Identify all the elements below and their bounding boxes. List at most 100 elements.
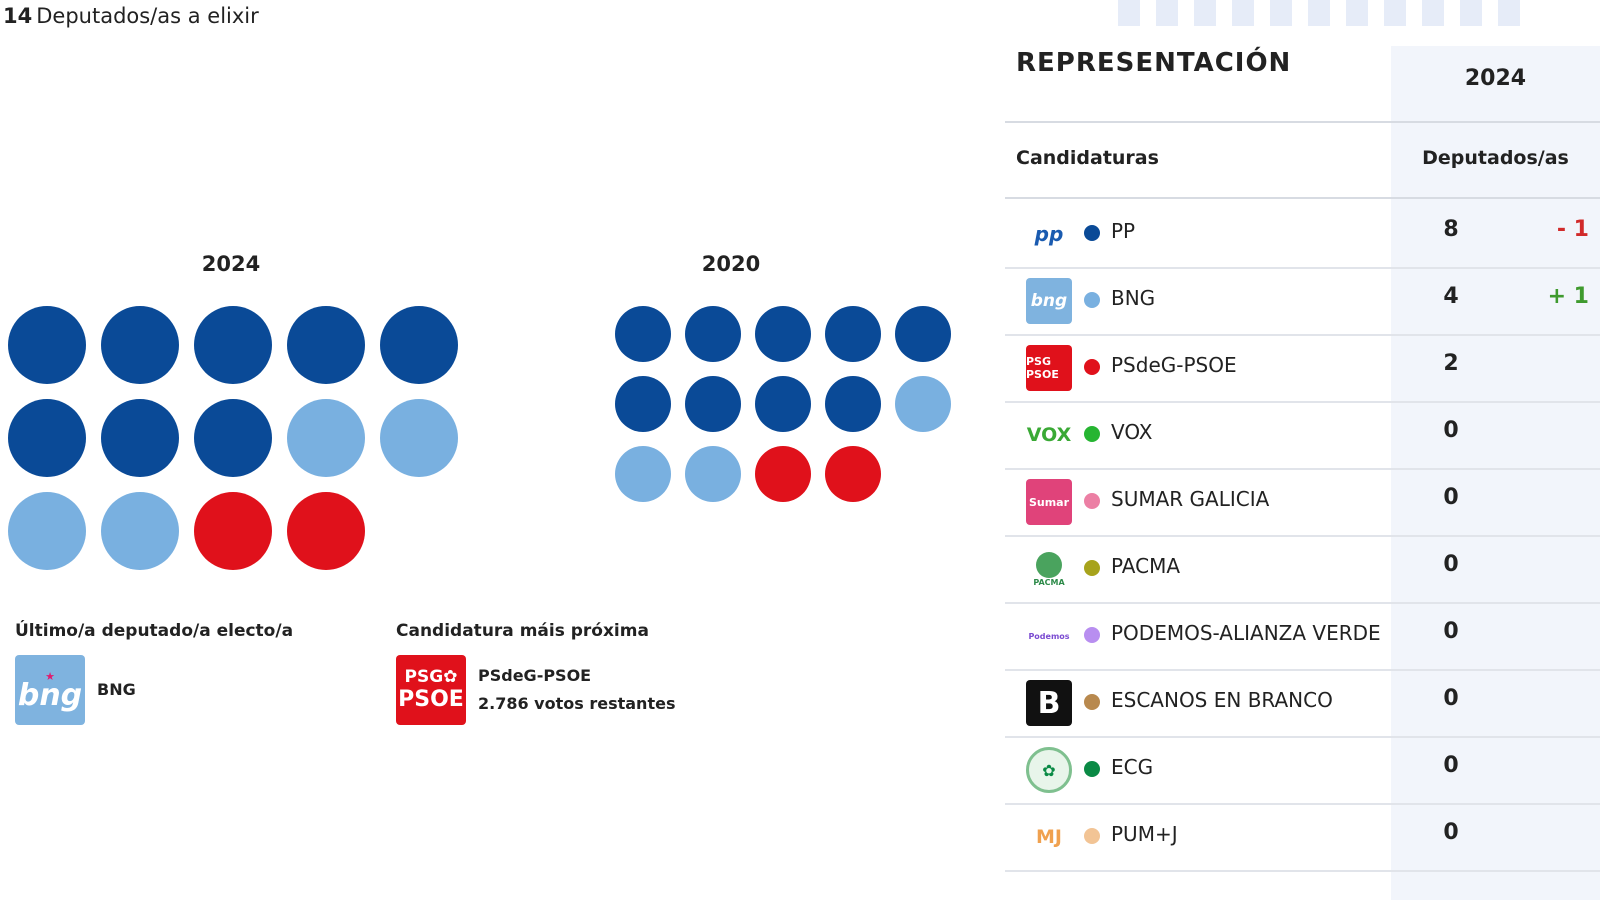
- 2020-seat-bng: [895, 376, 951, 432]
- 2024-seat-pp: [101, 399, 179, 477]
- pacma-logo-icon: PACMA: [1026, 546, 1072, 592]
- party-name: ECG: [1111, 755, 1154, 779]
- party-row: MJ PUM+J 0: [1005, 802, 1600, 872]
- 2020-seat-bng: [615, 446, 671, 502]
- last-elected-title: Último/a deputado/a electo/a: [15, 621, 294, 641]
- 2020-seat-pp: [685, 306, 741, 362]
- closest-candidate-block: Candidatura máis próxima PSG✿ PSOE PSdeG…: [396, 621, 675, 725]
- party-color-dot: [1084, 828, 1100, 844]
- 2024-seat-bng: [8, 492, 86, 570]
- party-color-dot: [1084, 225, 1100, 241]
- party-row: PSG PSOE PSdeG-PSOE 2: [1005, 333, 1600, 403]
- party-seats: 0: [1443, 485, 1459, 510]
- party-seats: 2: [1443, 351, 1459, 376]
- 2024-seat-psdeg-psoe: [194, 492, 272, 570]
- party-seats: 0: [1443, 820, 1459, 845]
- party-seats: 4: [1443, 284, 1459, 309]
- party-seats: 0: [1443, 753, 1459, 778]
- podemos-logo-icon: Podemos: [1028, 631, 1070, 641]
- 2024-seat-pp: [194, 399, 272, 477]
- sumar-logo-icon: Sumar: [1026, 479, 1072, 525]
- party-row: pp PP 8 - 1: [1005, 199, 1600, 269]
- party-row: VOX VOX 0: [1005, 400, 1600, 470]
- seats-label: Deputados/as a elixir: [36, 4, 259, 28]
- year-2020-label: 2020: [701, 252, 761, 276]
- 2024-seat-bng: [380, 399, 458, 477]
- 2024-seat-pp: [194, 306, 272, 384]
- closest-title: Candidatura máis próxima: [396, 621, 649, 641]
- pp-logo-icon: pp: [1034, 222, 1064, 246]
- party-seat-change: - 1: [1556, 217, 1589, 242]
- party-name: SUMAR GALICIA: [1111, 487, 1270, 511]
- 2024-seat-pp: [287, 306, 365, 384]
- party-seat-change: + 1: [1547, 284, 1589, 309]
- seats-to-elect: 14 Deputados/as a elixir: [3, 4, 259, 28]
- party-row: bng BNG 4 + 1: [1005, 266, 1600, 336]
- 2024-seat-pp: [8, 399, 86, 477]
- 2020-seat-psdeg-psoe: [755, 446, 811, 502]
- party-name: VOX: [1111, 420, 1153, 444]
- party-color-dot: [1084, 560, 1100, 576]
- last-elected-party: BNG: [97, 680, 136, 699]
- representation-title: REPRESENTACIÓN: [1016, 48, 1292, 78]
- party-seats: 0: [1443, 552, 1459, 577]
- party-color-dot: [1084, 493, 1100, 509]
- 2020-seat-pp: [685, 376, 741, 432]
- year-2024-label: 2024: [201, 252, 261, 276]
- party-name: PACMA: [1111, 554, 1181, 578]
- 2024-seat-pp: [8, 306, 86, 384]
- 2024-seat-bng: [287, 399, 365, 477]
- year-column-background: [1391, 46, 1600, 900]
- representation-table: REPRESENTACIÓN 2024 Candidaturas Deputad…: [1005, 0, 1600, 900]
- closest-party: PSdeG-PSOE: [478, 666, 592, 685]
- party-seats: 0: [1443, 418, 1459, 443]
- party-color-dot: [1084, 694, 1100, 710]
- bng-logo-icon: ★ bng: [15, 655, 85, 725]
- psdeg-psoe-logo-icon: PSG✿ PSOE: [396, 655, 466, 725]
- 2020-seat-bng: [685, 446, 741, 502]
- representation-year: 2024: [1464, 66, 1527, 91]
- party-row: Sumar SUMAR GALICIA 0: [1005, 467, 1600, 537]
- 2020-seat-psdeg-psoe: [825, 446, 881, 502]
- party-seats: 8: [1443, 217, 1459, 242]
- divider: [1005, 197, 1600, 199]
- party-name: PUM+J: [1111, 822, 1178, 846]
- escanos-en-branco-logo-icon: B: [1026, 680, 1072, 726]
- ecg-logo-icon: ✿: [1026, 747, 1072, 793]
- 2024-seat-bng: [101, 492, 179, 570]
- 2020-seat-pp: [825, 306, 881, 362]
- party-row: ✿ ECG 0: [1005, 735, 1600, 805]
- party-color-dot: [1084, 627, 1100, 643]
- 2020-seat-pp: [615, 306, 671, 362]
- party-row: PACMA PACMA 0: [1005, 534, 1600, 604]
- 2020-seat-pp: [895, 306, 951, 362]
- 2020-seat-pp: [825, 376, 881, 432]
- header-decoration: [1118, 0, 1600, 26]
- vox-logo-icon: VOX: [1026, 424, 1072, 446]
- 2020-seat-pp: [615, 376, 671, 432]
- column-header-deputados: Deputados/as: [1422, 147, 1569, 169]
- bng-logo-icon: bng: [1026, 278, 1072, 324]
- seats-total: 14: [3, 4, 33, 28]
- pumj-logo-icon: MJ: [1036, 826, 1062, 848]
- 2024-seat-pp: [101, 306, 179, 384]
- party-row: Podemos PODEMOS-ALIANZA VERDE 0: [1005, 601, 1600, 671]
- party-row: B ESCANOS EN BRANCO 0: [1005, 668, 1600, 738]
- party-seats: 0: [1443, 619, 1459, 644]
- party-color-dot: [1084, 359, 1100, 375]
- column-header-candidaturas: Candidaturas: [1016, 147, 1159, 169]
- divider: [1005, 121, 1600, 123]
- psdeg-psoe-logo-icon: PSG PSOE: [1026, 345, 1072, 391]
- party-color-dot: [1084, 426, 1100, 442]
- party-name: ESCANOS EN BRANCO: [1111, 688, 1333, 712]
- 2024-seat-psdeg-psoe: [287, 492, 365, 570]
- party-name: PSdeG-PSOE: [1111, 353, 1237, 377]
- party-color-dot: [1084, 292, 1100, 308]
- last-elected-block: Último/a deputado/a electo/a ★ bng BNG: [15, 621, 293, 725]
- party-name: PP: [1111, 219, 1136, 243]
- closest-votes: 2.786 votos restantes: [478, 694, 676, 713]
- party-seats: 0: [1443, 686, 1459, 711]
- party-name: BNG: [1111, 286, 1156, 310]
- 2020-seat-pp: [755, 306, 811, 362]
- 2020-seat-pp: [755, 376, 811, 432]
